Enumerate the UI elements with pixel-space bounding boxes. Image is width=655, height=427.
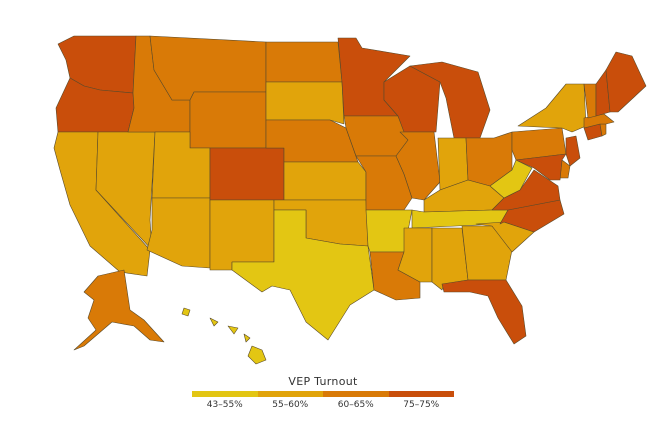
legend-labels: 43–55% 55–60% 60–65% 75–75% <box>192 400 454 410</box>
state-sc[interactable] <box>475 221 535 253</box>
us-choropleth-map <box>53 35 647 365</box>
state-nm[interactable] <box>209 199 275 271</box>
state-il[interactable] <box>395 131 441 201</box>
state-nj[interactable] <box>565 135 581 167</box>
legend-swatch-1 <box>192 391 258 397</box>
legend-color-bar <box>192 391 454 397</box>
state-ak[interactable] <box>73 269 165 351</box>
state-vt[interactable] <box>583 83 597 119</box>
map-svg <box>53 35 647 365</box>
state-hi[interactable] <box>181 307 267 365</box>
state-co[interactable] <box>209 147 285 201</box>
state-ga[interactable] <box>461 225 513 281</box>
state-ia[interactable] <box>343 115 409 157</box>
state-sd[interactable] <box>265 81 345 125</box>
state-wy[interactable] <box>189 91 267 149</box>
state-mt[interactable] <box>149 35 267 101</box>
legend: VEP Turnout 43–55% 55–60% 60–65% 75–75% <box>192 375 454 415</box>
state-ny[interactable] <box>517 83 587 133</box>
legend-label-4: 75–75% <box>403 400 440 410</box>
legend-title: VEP Turnout <box>288 375 358 388</box>
legend-label-2: 55–60% <box>272 400 309 410</box>
state-nd[interactable] <box>265 41 343 83</box>
state-me[interactable] <box>605 51 647 113</box>
state-fl[interactable] <box>441 279 527 345</box>
legend-label-3: 60–65% <box>337 400 374 410</box>
state-md[interactable] <box>515 153 567 181</box>
state-az[interactable] <box>146 197 211 269</box>
state-tx[interactable] <box>231 209 375 341</box>
legend-label-1: 43–55% <box>206 400 243 410</box>
legend-swatch-3 <box>323 391 389 397</box>
legend-swatch-4 <box>388 391 454 397</box>
legend-swatch-2 <box>257 391 323 397</box>
state-ks[interactable] <box>283 161 367 201</box>
state-wv[interactable] <box>489 159 533 199</box>
